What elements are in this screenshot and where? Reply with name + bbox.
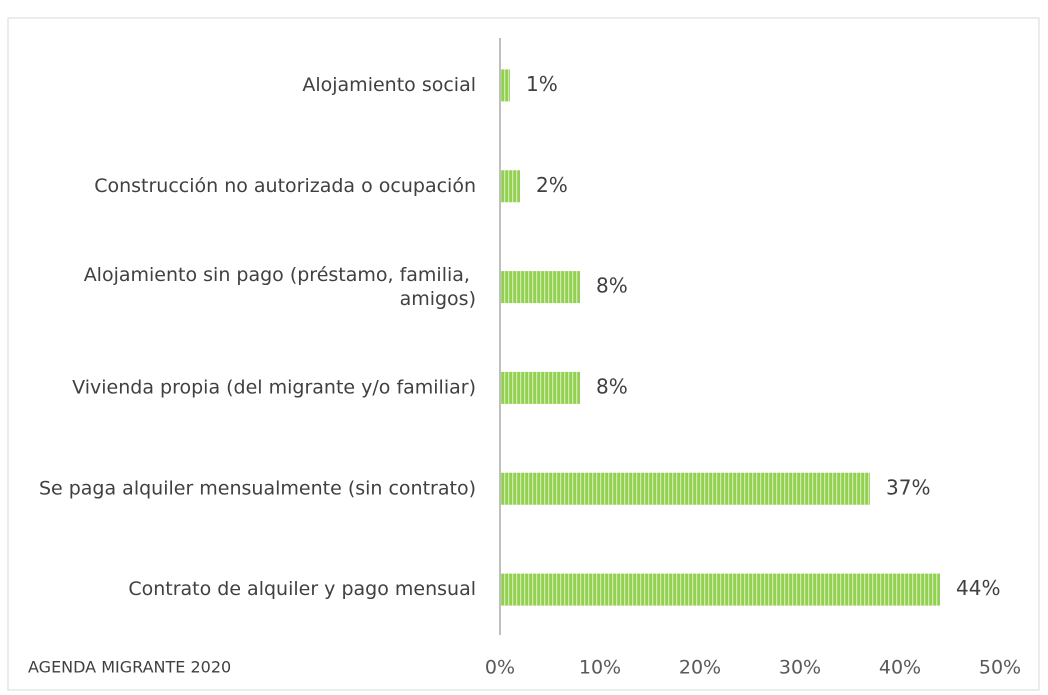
y-tick-label: Vivienda propia (del migrante y/o famili… [72,376,476,398]
x-tick-label: 10% [579,657,621,679]
value-label: 2% [536,173,568,197]
bar [500,371,580,404]
y-tick-label: Alojamiento social [302,74,476,96]
value-label: 37% [886,475,930,499]
bar [500,170,520,203]
value-label: 1% [526,72,558,96]
value-label: 8% [596,374,628,398]
value-label: 8% [596,274,628,298]
y-tick-label: Alojamiento sin pago (préstamo, familia,… [84,264,476,310]
x-tick-label: 40% [879,657,921,679]
x-tick-label: 50% [979,657,1021,679]
y-tick-label: Construcción no autorizada o ocupación [94,175,476,197]
source: AGENDA MIGRANTE 2020 [28,658,231,677]
x-tick-label: 30% [779,657,821,679]
bar [500,573,940,606]
value-label: 44% [956,576,1000,600]
bar [500,472,870,505]
y-tick-label: Contrato de alquiler y pago mensual [128,578,476,600]
x-tick-label: 0% [485,657,515,679]
bar [500,271,580,304]
bar [500,69,510,102]
y-tick-label: Se paga alquiler mensualmente (sin contr… [39,477,476,499]
x-tick-label: 20% [679,657,721,679]
